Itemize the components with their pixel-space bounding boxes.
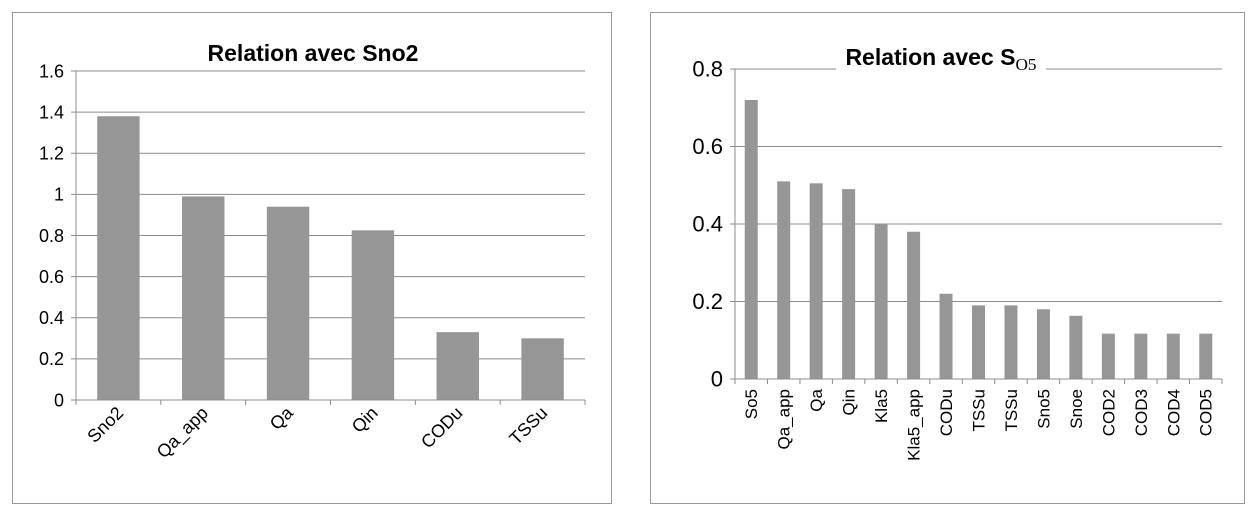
chart-title-text: Relation avec S	[845, 44, 1015, 70]
bar	[1199, 333, 1213, 379]
bar	[1134, 333, 1148, 379]
y-tick-label: 1.2	[39, 144, 64, 164]
bar	[842, 189, 856, 379]
x-tick-label: Snoe	[1067, 389, 1086, 429]
bar	[182, 196, 225, 400]
x-tick-label: TSSu	[1002, 389, 1021, 432]
chart-title: Relation avec SO5	[845, 44, 1036, 74]
y-tick-label: 0.8	[692, 57, 723, 82]
title-background	[183, 38, 443, 69]
x-tick-label: Qa_app	[775, 389, 794, 450]
bar	[521, 338, 564, 400]
bar	[1004, 305, 1018, 379]
chart-title-text: Relation avec Sno2	[208, 40, 419, 66]
y-tick-label: 0.6	[39, 267, 64, 287]
y-tick-label: 1	[54, 185, 64, 205]
x-tick-label: COD5	[1197, 389, 1216, 436]
x-tick-label: TSSu	[505, 403, 551, 449]
chart-title-subscript: O5	[1015, 55, 1036, 74]
x-tick-label: Qin	[840, 389, 859, 415]
y-tick-label: 0.4	[692, 212, 723, 237]
x-tick-label: Qa_app	[153, 403, 213, 463]
bar	[351, 230, 395, 400]
bar	[1069, 315, 1083, 379]
x-tick-label: COD4	[1164, 389, 1183, 436]
bar	[436, 332, 479, 400]
y-tick-label: 0	[711, 367, 723, 392]
bar	[266, 206, 310, 400]
y-tick-label: 0.2	[39, 349, 64, 369]
bar	[874, 224, 888, 379]
chart-sno2: 0 0.2 0.4 0.6 0.8 1 1.2 1.4 1.6 Sno2 Qa_app Qa Qin CO…	[39, 38, 586, 463]
bar	[939, 293, 953, 379]
y-tick-label: 0.8	[39, 226, 64, 246]
bar	[1166, 333, 1180, 379]
x-tick-label: So5	[742, 389, 761, 419]
x-tick-label: COD3	[1132, 389, 1151, 436]
bar	[97, 116, 140, 401]
x-tick-label: COD2	[1099, 389, 1118, 436]
x-tick-label: Sno2	[83, 403, 127, 447]
bar	[1101, 333, 1115, 379]
y-tick-label: 0.2	[692, 289, 723, 314]
chart-panel-so5: 0 0.2 0.4 0.6 0.8 So5 Qa_app Qa Qin Kla5 Kla5_app C…	[650, 12, 1245, 504]
x-tick-label: Qa	[266, 402, 298, 434]
bar	[777, 181, 791, 379]
chart-title: Relation avec Sno2	[208, 40, 419, 66]
bar	[907, 231, 921, 379]
x-tick-label: TSSu	[969, 389, 988, 432]
x-tick-label: CODu	[937, 389, 956, 436]
y-tick-label: 0	[54, 390, 64, 410]
title-background	[836, 42, 1046, 73]
y-tick-label: 1.6	[39, 61, 64, 81]
x-tick-label: Qa	[807, 388, 826, 411]
bar	[744, 100, 758, 379]
chart-panel-sno2: 0 0.2 0.4 0.6 0.8 1 1.2 1.4 1.6 Sno2 Qa_app Qa Qin CO…	[12, 12, 612, 504]
bar	[809, 183, 823, 379]
bar	[972, 305, 985, 379]
chart-so5: 0 0.2 0.4 0.6 0.8 So5 Qa_app Qa Qin Kla5 Kla5_app C…	[692, 42, 1223, 461]
x-tick-label: Kla5_app	[905, 389, 924, 461]
x-tick-label: Kla5	[872, 389, 891, 423]
x-tick-label: Qin	[348, 403, 382, 437]
x-tick-label: Sno5	[1034, 389, 1053, 429]
bar	[1036, 309, 1050, 379]
y-tick-label: 0.6	[692, 134, 723, 159]
x-tick-label: CODu	[417, 403, 467, 453]
y-tick-label: 1.4	[39, 102, 64, 122]
y-tick-label: 0.4	[39, 308, 64, 328]
